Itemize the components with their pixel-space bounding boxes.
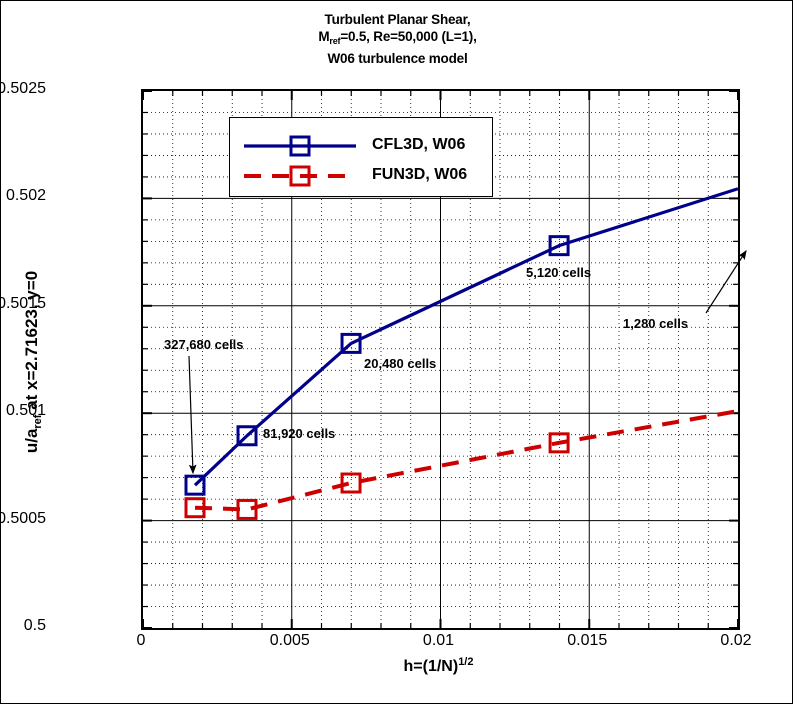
y-tick-label: 0.501	[5, 402, 46, 420]
title-conditions: =0.5, Re=50,000 (L=1),	[340, 29, 477, 44]
x-axis-title: h=(1/N)1/2	[141, 656, 736, 676]
legend-sample-fun3d	[244, 165, 356, 187]
legend-sample-cfl3d	[244, 135, 356, 157]
series-line-fun3d	[194, 409, 738, 512]
legend-label-cfl3d: CFL3D, W06	[372, 136, 466, 153]
chart-title-line-1: Turbulent Planar Shear,	[324, 12, 471, 27]
annotation-label: 1,280 cells	[623, 316, 689, 331]
x-tick-label: 0.015	[567, 632, 608, 649]
x-axis-title-text: h=(1/N)	[403, 658, 459, 675]
chart-title-line-2: Mref=0.5, Re=50,000 (L=1),	[1, 28, 792, 50]
y-axis-title-post: at x=2.71623, y=0	[22, 270, 41, 415]
legend-entry-fun3d: FUN3D, W06	[230, 160, 492, 192]
data-point-marker	[548, 235, 570, 257]
x-tick-label: 0.01	[422, 632, 455, 649]
annotation-label: 81,920 cells	[263, 426, 336, 441]
x-tick-label: 0.02	[720, 632, 752, 649]
y-axis-title: u/aref at x=2.71623, y=0	[22, 212, 44, 512]
legend-entry-cfl3d: CFL3D, W06	[230, 130, 492, 162]
x-tick-label: 0.005	[269, 632, 310, 649]
data-point-marker	[184, 497, 206, 519]
y-tick-label: 0.5025	[0, 80, 46, 97]
y-tick-label: 0.5005	[0, 509, 46, 527]
data-point-marker	[236, 498, 258, 520]
gridlines	[143, 91, 738, 628]
y-axis-title-pre: u/a	[22, 428, 41, 454]
title-ref-subscript: ref	[329, 36, 341, 46]
data-point-marker	[548, 432, 570, 454]
x-axis-title-exponent: 1/2	[458, 656, 474, 668]
y-tick-label: 0.502	[5, 187, 46, 205]
chart-title-line-3: W06 turbulence model	[327, 51, 468, 66]
chart-legend: CFL3D, W06 FUN3D, W06	[229, 117, 493, 197]
annotation-label: 327,680 cells	[164, 337, 244, 352]
data-series-layer	[184, 187, 738, 520]
x-tick-label: 0	[136, 632, 146, 649]
annotation-label: 20,480 cells	[364, 356, 437, 371]
title-m-symbol: M	[318, 29, 330, 44]
legend-label-fun3d: FUN3D, W06	[372, 166, 468, 183]
annotation-label: 5,120 cells	[526, 265, 592, 280]
series-line-cfl3d	[193, 187, 738, 487]
data-point-marker	[184, 474, 206, 496]
data-point-marker	[340, 472, 362, 494]
chart-title: Turbulent Planar Shear, Mref=0.5, Re=50,…	[1, 11, 792, 67]
y-tick-label: 0.5	[23, 617, 46, 634]
data-point-marker	[236, 425, 258, 447]
y-tick-label: 0.5015	[0, 294, 46, 312]
data-point-marker	[340, 332, 362, 354]
y-axis-title-subscript: ref	[32, 414, 44, 429]
